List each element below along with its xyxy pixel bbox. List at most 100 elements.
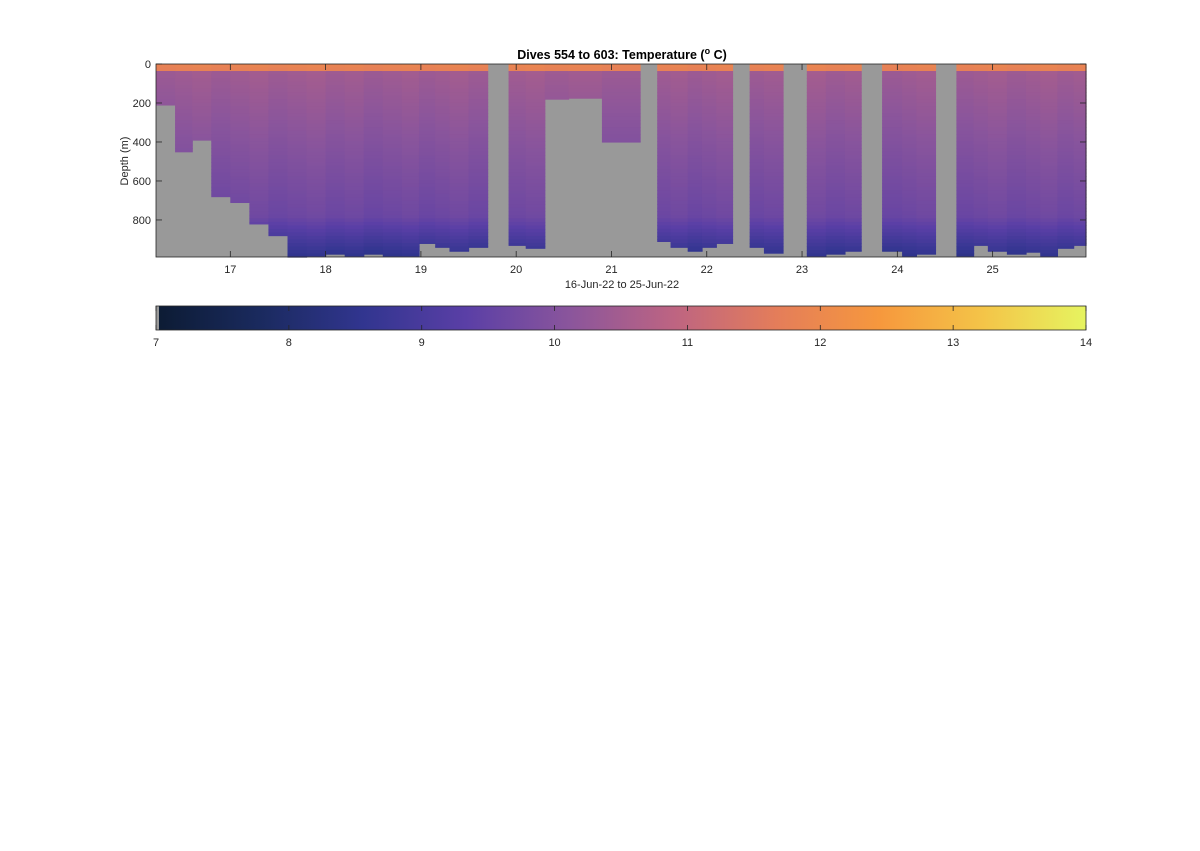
heatmap-cell	[192, 78, 212, 83]
heatmap-cell	[716, 211, 734, 216]
heatmap-cell	[268, 74, 289, 79]
heatmap-cell	[916, 165, 937, 170]
heatmap-cell	[468, 95, 489, 100]
heatmap-cell	[844, 200, 862, 205]
heatmap-cell	[956, 81, 975, 86]
heatmap-cell	[687, 242, 703, 248]
heatmap-cell	[435, 197, 451, 202]
heatmap-cell	[382, 92, 403, 97]
heatmap-cell	[325, 200, 346, 205]
heatmap-cell	[1025, 137, 1041, 142]
heatmap-cell	[468, 81, 489, 86]
heatmap-cell	[902, 67, 917, 72]
heatmap-cell	[1006, 123, 1027, 128]
heatmap-cell	[156, 78, 176, 83]
heatmap-cell	[306, 92, 327, 97]
heatmap-cell	[1006, 246, 1027, 251]
heatmap-cell	[418, 235, 436, 241]
heatmap-cell	[1025, 162, 1041, 167]
heatmap-cell	[763, 193, 784, 198]
heatmap-cell	[1057, 74, 1075, 79]
heatmap-cell	[1006, 242, 1027, 248]
heatmap-cell	[973, 172, 989, 177]
heatmap-cell	[882, 141, 903, 146]
heatmap-cell	[363, 134, 384, 139]
heatmap-cell	[882, 120, 903, 125]
heatmap-cell	[249, 158, 270, 163]
heatmap-cell	[508, 148, 527, 153]
heatmap-cell	[418, 81, 436, 86]
heatmap-cell	[670, 134, 689, 139]
heatmap-cell	[806, 113, 827, 118]
heatmap-cell	[916, 95, 937, 100]
heatmap-cell	[1057, 81, 1075, 86]
heatmap-cell	[449, 165, 470, 170]
heatmap-cell	[902, 197, 917, 202]
heatmap-cell	[435, 95, 451, 100]
heatmap-cell	[844, 134, 862, 139]
heatmap-cell	[418, 116, 436, 121]
heatmap-cell	[902, 102, 917, 107]
heatmap-cell	[763, 64, 784, 69]
heatmap-cell	[1025, 214, 1041, 219]
heatmap-cell	[956, 249, 975, 255]
y-tick-label: 200	[133, 98, 151, 110]
heatmap-cell	[749, 190, 765, 195]
heatmap-cell	[468, 162, 489, 167]
heatmap-cell	[525, 95, 546, 100]
heatmap-cell	[363, 102, 384, 107]
heatmap-cell	[249, 179, 270, 184]
heatmap-cell	[1040, 141, 1059, 146]
heatmap-cell	[916, 211, 937, 216]
heatmap-cell	[156, 74, 176, 79]
heatmap-cell	[825, 148, 846, 153]
heatmap-cell	[449, 214, 470, 219]
heatmap-cell	[657, 179, 672, 184]
heatmap-cell	[763, 179, 784, 184]
heatmap-cell	[916, 64, 937, 69]
heatmap-cell	[657, 155, 672, 160]
heatmap-cell	[508, 106, 527, 111]
heatmap-cell	[268, 120, 289, 125]
heatmap-cell	[1006, 85, 1027, 90]
heatmap-cell	[268, 218, 289, 223]
heatmap-cell	[1073, 235, 1087, 241]
heatmap-cell	[687, 235, 703, 241]
heatmap-cell	[401, 179, 420, 184]
heatmap-cell	[268, 232, 289, 237]
heatmap-cell	[763, 116, 784, 121]
heatmap-cell	[749, 113, 765, 118]
profile-column	[1025, 64, 1041, 253]
heatmap-cell	[882, 127, 903, 132]
heatmap-cell	[192, 74, 212, 79]
heatmap-cell	[382, 221, 403, 227]
heatmap-cell	[601, 127, 641, 132]
heatmap-cell	[973, 232, 989, 237]
heatmap-cell	[344, 64, 365, 69]
heatmap-cell	[701, 116, 717, 121]
heatmap-cell	[657, 137, 672, 142]
heatmap-cell	[525, 225, 546, 230]
heatmap-cell	[230, 71, 250, 76]
heatmap-cell	[449, 130, 470, 135]
heatmap-cell	[657, 190, 672, 195]
heatmap-cell	[973, 197, 989, 202]
heatmap-cell	[1006, 169, 1027, 174]
heatmap-cell	[701, 109, 717, 114]
heatmap-cell	[670, 218, 689, 223]
heatmap-cell	[825, 88, 846, 93]
heatmap-cell	[902, 162, 917, 167]
heatmap-cell	[825, 179, 846, 184]
heatmap-cell	[192, 134, 212, 139]
heatmap-cell	[435, 85, 451, 90]
heatmap-cell	[192, 123, 212, 128]
heatmap-cell	[716, 158, 734, 163]
heatmap-cell	[344, 211, 365, 216]
heatmap-cell	[344, 85, 365, 90]
heatmap-cell	[508, 109, 527, 114]
heatmap-cell	[363, 155, 384, 160]
heatmap-cell	[268, 193, 289, 198]
profile-column	[1040, 64, 1059, 257]
heatmap-cell	[825, 95, 846, 100]
heatmap-cell	[1006, 99, 1027, 104]
